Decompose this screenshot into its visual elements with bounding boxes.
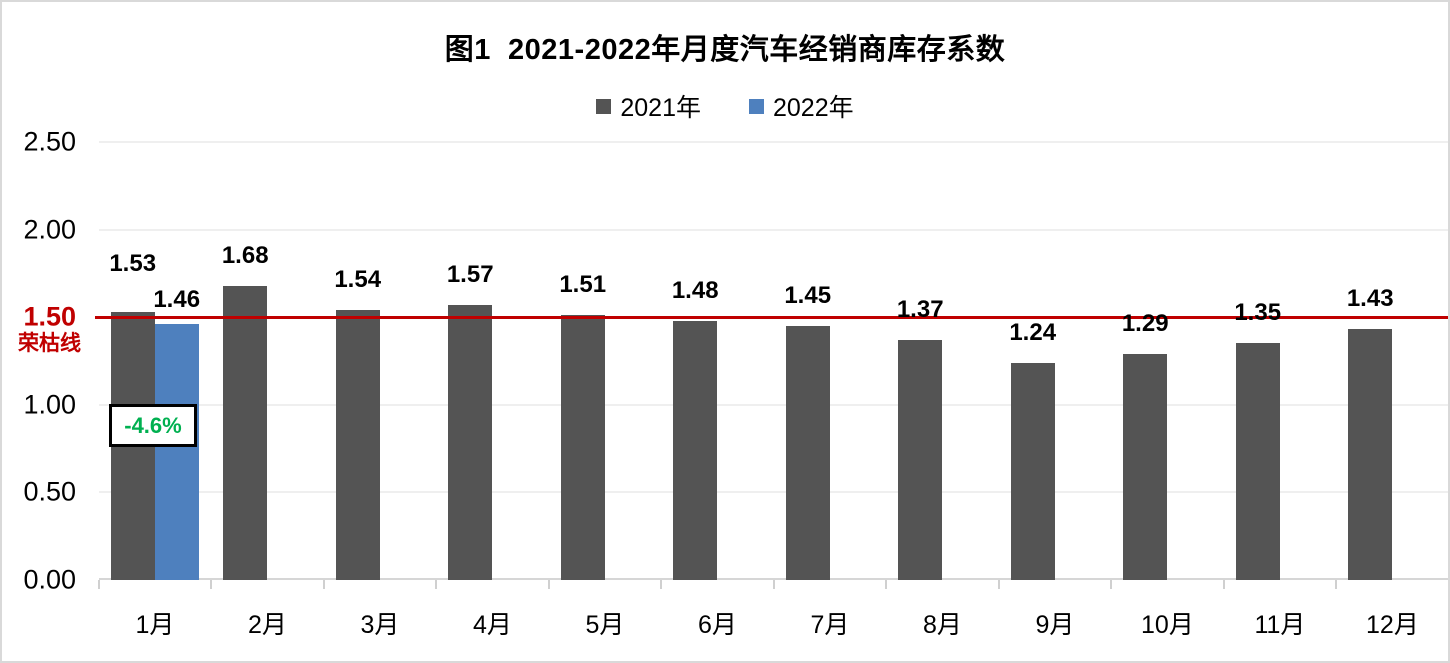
bar-2021年-12月 — [1348, 329, 1393, 580]
bar-2021年-3月 — [335, 310, 380, 580]
x-axis-tick — [997, 579, 1000, 589]
x-axis-label-10月: 10月 — [1141, 611, 1194, 639]
reference-line — [95, 315, 1448, 319]
change-annotation: -4.6% — [109, 404, 197, 447]
x-axis-tick — [772, 579, 775, 589]
legend-item-2021: 2021年 — [596, 88, 701, 124]
legend-swatch-2022-icon — [749, 98, 764, 114]
value-label-2022年-1月: 1.46 — [153, 286, 201, 313]
x-axis-label-2月: 2月 — [247, 611, 287, 639]
x-axis-tick — [435, 579, 438, 589]
value-label-2021年-2月: 1.68 — [221, 241, 269, 269]
y-axis-label-2.50: 2.50 — [23, 126, 76, 157]
x-axis-tick — [547, 579, 550, 589]
value-label-2021年-1月: 1.53 — [109, 249, 157, 277]
chart-title: 图1 2021-2022年月度汽车经销商库存系数 — [444, 34, 1006, 66]
x-axis-label-8月: 8月 — [922, 611, 962, 639]
x-axis-tick — [660, 579, 663, 589]
legend-label-2022: 2022年 — [773, 94, 854, 122]
value-label-2021年-10月: 1.29 — [1121, 309, 1169, 337]
value-label-2021年-6月: 1.48 — [671, 276, 719, 304]
gridline-0.50 — [98, 491, 1448, 493]
x-axis-tick — [1222, 579, 1225, 589]
bar-2021年-11月 — [1235, 343, 1280, 580]
value-label-2021年-12月: 1.43 — [1346, 285, 1394, 313]
bar-2021年-6月 — [673, 320, 718, 580]
gridline-2.00 — [98, 228, 1448, 231]
x-axis-label-7月: 7月 — [810, 611, 850, 639]
bar-2021年-10月 — [1123, 353, 1168, 580]
bar-2021年-5月 — [560, 315, 605, 580]
x-axis-tick — [1447, 579, 1448, 589]
chart-legend: 2021年 2022年 — [2, 88, 1448, 124]
x-axis-tick — [1110, 579, 1113, 589]
value-label-2021年-8月: 1.37 — [896, 295, 944, 323]
x-axis-label-5月: 5月 — [585, 611, 625, 639]
value-label-2021年-7月: 1.45 — [784, 281, 832, 309]
x-axis-label-3月: 3月 — [360, 611, 400, 639]
bar-2021年-8月 — [898, 339, 943, 580]
x-axis-tick — [97, 579, 100, 589]
y-axis-label-0.00: 0.00 — [23, 564, 76, 594]
x-axis-label-11月: 11月 — [1254, 611, 1306, 639]
value-label-2021年-3月: 1.54 — [334, 266, 382, 293]
change-annotation-text: -4.6% — [124, 412, 182, 438]
bar-2021年-2月 — [223, 285, 268, 580]
bar-2021年-7月 — [785, 325, 830, 580]
reference-line-label: 荣枯线 — [18, 332, 81, 355]
value-label-2021年-9月: 1.24 — [1009, 318, 1057, 346]
y-axis-label-0.50: 0.50 — [23, 476, 76, 507]
value-label-2021年-11月: 1.35 — [1234, 299, 1282, 327]
bar-2022年-1月 — [154, 324, 199, 580]
x-axis-tick — [1335, 579, 1338, 589]
x-axis-tick — [885, 579, 888, 589]
legend-item-2022: 2022年 — [749, 88, 854, 124]
bar-2021年-9月 — [1010, 362, 1055, 580]
value-label-2021年-4月: 1.57 — [446, 260, 494, 288]
gridline-2.50 — [98, 141, 1448, 143]
x-axis-tick — [210, 579, 213, 589]
gridline-1.00 — [98, 403, 1448, 406]
x-axis-line — [98, 578, 1448, 580]
x-axis-label-6月: 6月 — [697, 611, 737, 639]
x-axis-label-4月: 4月 — [472, 611, 512, 639]
bar-2021年-4月 — [448, 304, 493, 580]
x-axis-label-1月: 1月 — [135, 611, 175, 639]
y-axis-label-2.00: 2.00 — [23, 214, 76, 244]
value-label-2021年-5月: 1.51 — [559, 271, 607, 299]
x-axis-label-12月: 12月 — [1366, 611, 1419, 639]
y-axis-label-1.50: 1.50 — [23, 301, 76, 332]
legend-swatch-2021-icon — [596, 98, 612, 114]
y-axis-label-1.00: 1.00 — [23, 389, 76, 419]
x-axis-label-9月: 9月 — [1035, 611, 1075, 639]
x-axis-tick — [322, 579, 325, 589]
legend-label-2021: 2021年 — [620, 94, 701, 122]
